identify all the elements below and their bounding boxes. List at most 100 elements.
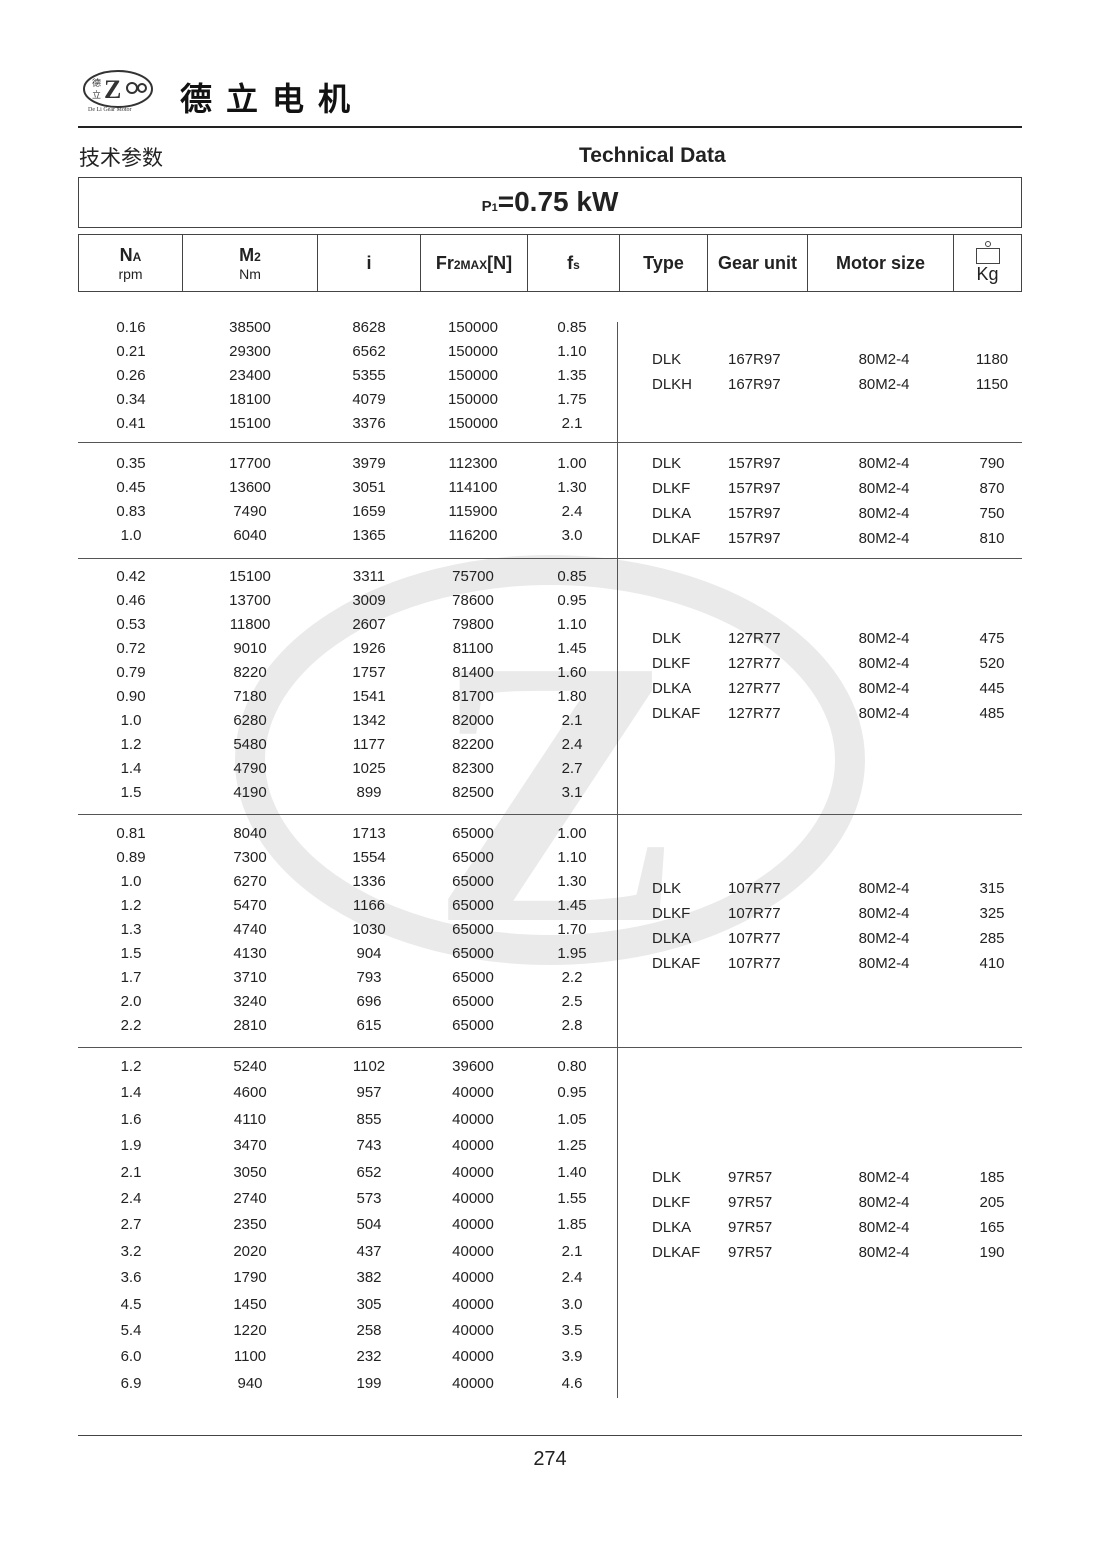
motor-size-cell: 80M2-4: [858, 955, 910, 972]
torque-cell: 4740: [233, 921, 267, 938]
speed-cell: 0.83: [116, 503, 146, 520]
ratio-cell: 6562: [352, 343, 386, 360]
ratio-cell: 1166: [352, 897, 386, 914]
gear-unit-cell: 107R77: [728, 955, 781, 972]
service-factor-cell: 1.35: [557, 367, 587, 384]
type-cell: DLKF: [652, 480, 691, 497]
radial-load-cell: 40000: [452, 1295, 494, 1313]
service-factor-cell: 0.80: [557, 1058, 587, 1075]
torque-cell: 15100: [229, 415, 271, 432]
service-factor-cell: 2.5: [561, 993, 583, 1010]
speed-cell: 0.26: [116, 367, 146, 384]
radial-load-cell: 150000: [447, 391, 499, 408]
radial-load-cell: 40000: [452, 1348, 494, 1366]
service-factor-cell: 0.95: [557, 592, 587, 609]
service-factor-cell: 1.10: [557, 849, 587, 866]
weight-cell: 315: [979, 880, 1005, 897]
title-cn: 技术参数: [79, 147, 163, 170]
ratio-cell: 1659: [352, 503, 386, 520]
service-factor-cell: 2.1: [561, 1242, 583, 1260]
service-factor-cell: 1.30: [557, 873, 587, 890]
speed-cell: 5.4: [120, 1322, 142, 1339]
service-factor-cell: 2.4: [561, 736, 583, 753]
torque-cell: 5470: [233, 897, 267, 914]
torque-cell: 2020: [233, 1242, 267, 1260]
torque-cell: 4110: [233, 1110, 267, 1128]
radial-load-cell: 40000: [452, 1084, 494, 1102]
radial-load-cell: 65000: [452, 825, 494, 842]
col-fr: Fr2MAX[N]: [421, 235, 528, 291]
service-factor-cell: 3.9: [561, 1348, 583, 1366]
service-factor-cell: 1.00: [557, 825, 587, 842]
service-factor-cell: 1.40: [557, 1163, 587, 1181]
radial-load-cell: 150000: [447, 367, 499, 384]
radial-load-cell: 65000: [452, 849, 494, 866]
service-factor-cell: 1.80: [557, 688, 587, 705]
service-factor-cell: 2.8: [561, 1017, 583, 1034]
service-factor-cell: 1.75: [557, 391, 587, 408]
speed-cell: 0.89: [116, 849, 146, 866]
type-cell: DLKF: [652, 655, 691, 672]
col-gear-unit: Gear unit: [708, 235, 808, 291]
motor-size-cell: 80M2-4: [858, 1219, 910, 1236]
torque-cell: 6280: [233, 712, 267, 729]
service-factor-cell: 2.1: [561, 415, 583, 432]
speed-cell: 1.7: [120, 969, 142, 986]
radial-load-cell: 82000: [452, 712, 494, 729]
gear-unit-cell: 157R97: [728, 480, 781, 497]
col-m2: M2 Nm: [183, 235, 318, 291]
ratio-cell: 3009: [352, 592, 386, 609]
gear-unit-cell: 127R77: [728, 655, 781, 672]
torque-cell: 3050: [233, 1163, 267, 1181]
service-factor-cell: 2.7: [561, 760, 583, 777]
speed-cell: 1.2: [120, 897, 142, 914]
ratio-cell: 8628: [352, 319, 386, 336]
footer-divider: [78, 1435, 1022, 1436]
radial-load-cell: 40000: [452, 1322, 494, 1339]
ratio-cell: 1541: [352, 688, 386, 705]
speed-cell: 1.5: [120, 945, 142, 962]
service-factor-cell: 1.00: [557, 455, 587, 472]
type-cell: DLKAF: [652, 1244, 701, 1261]
motor-size-cell: 80M2-4: [858, 705, 910, 722]
speed-cell: 0.81: [116, 825, 146, 842]
gear-unit-cell: 107R77: [728, 930, 781, 947]
ratio-cell: 4079: [352, 391, 386, 408]
service-factor-cell: 1.95: [557, 945, 587, 962]
torque-cell: 11800: [229, 616, 271, 633]
radial-load-cell: 82200: [452, 736, 494, 753]
radial-load-cell: 150000: [447, 319, 499, 336]
speed-cell: 0.45: [116, 479, 146, 496]
radial-load-cell: 40000: [452, 1190, 494, 1207]
ratio-cell: 3376: [352, 415, 386, 432]
radial-load-cell: 40000: [452, 1110, 494, 1128]
ratio-cell: 2607: [352, 616, 386, 633]
service-factor-cell: 3.0: [561, 1295, 583, 1313]
service-factor-cell: 1.45: [557, 897, 587, 914]
torque-cell: 8220: [233, 664, 267, 681]
watermark-logo: Z: [235, 555, 865, 1003]
speed-cell: 0.90: [116, 688, 146, 705]
service-factor-cell: 2.1: [561, 712, 583, 729]
torque-cell: 7490: [233, 503, 267, 520]
type-cell: DLKAF: [652, 955, 701, 972]
gear-unit-cell: 107R77: [728, 905, 781, 922]
motor-size-cell: 80M2-4: [858, 630, 910, 647]
type-cell: DLK: [652, 1169, 682, 1186]
motor-size-cell: 80M2-4: [858, 1244, 910, 1261]
ratio-cell: 3051: [352, 479, 386, 496]
service-factor-cell: 1.70: [557, 921, 587, 938]
col-weight: Kg: [954, 235, 1021, 291]
service-factor-cell: 0.85: [557, 319, 587, 336]
torque-cell: 1220: [233, 1322, 267, 1339]
column-divider: [617, 322, 618, 1398]
motor-size-cell: 80M2-4: [858, 351, 910, 368]
weight-cell: 1150: [975, 376, 1009, 393]
torque-cell: 7180: [233, 688, 267, 705]
motor-size-cell: 80M2-4: [858, 1169, 910, 1186]
torque-cell: 18100: [229, 391, 271, 408]
svg-text:立: 立: [92, 89, 101, 100]
speed-cell: 1.5: [120, 784, 142, 801]
torque-cell: 3470: [233, 1137, 267, 1155]
